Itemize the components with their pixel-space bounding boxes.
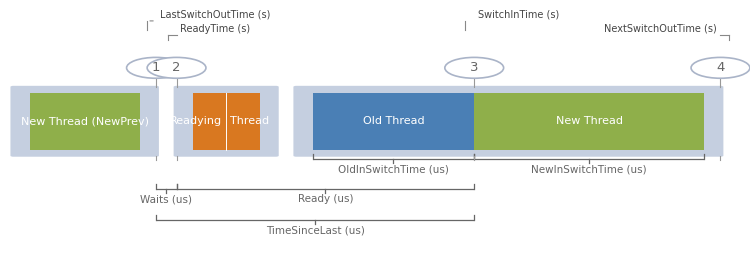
Bar [193,93,260,150]
Text: Waits (us): Waits (us) [140,194,192,204]
Text: ReadyTime (s): ReadyTime (s) [180,24,250,34]
Text: Ready (us): Ready (us) [298,194,353,204]
Text: NextSwitchOutTime (s): NextSwitchOutTime (s) [604,24,717,34]
Text: LastSwitchOutTime (s): LastSwitchOutTime (s) [160,10,270,20]
FancyBboxPatch shape [10,86,159,157]
Text: 2: 2 [172,61,181,74]
Text: Thread: Thread [230,116,269,126]
Bar [474,93,704,150]
Text: Old Thread: Old Thread [362,116,424,126]
Text: TimeSinceLast (us): TimeSinceLast (us) [266,226,364,235]
Bar [313,93,474,150]
Text: NewInSwitchTime (us): NewInSwitchTime (us) [532,164,647,174]
Circle shape [147,57,206,78]
Text: SwitchInTime (s): SwitchInTime (s) [478,10,560,20]
Text: New Thread: New Thread [556,116,622,126]
Circle shape [691,57,750,78]
FancyBboxPatch shape [293,86,724,157]
Text: Readying: Readying [170,116,223,126]
Circle shape [127,57,185,78]
Text: 4: 4 [716,61,724,74]
Bar [29,93,140,150]
Text: New Thread (NewPrev): New Thread (NewPrev) [21,116,148,126]
Text: OldInSwitchTime (us): OldInSwitchTime (us) [338,164,448,174]
FancyBboxPatch shape [173,86,279,157]
Text: 1: 1 [152,61,160,74]
Circle shape [445,57,503,78]
Text: 3: 3 [470,61,478,74]
